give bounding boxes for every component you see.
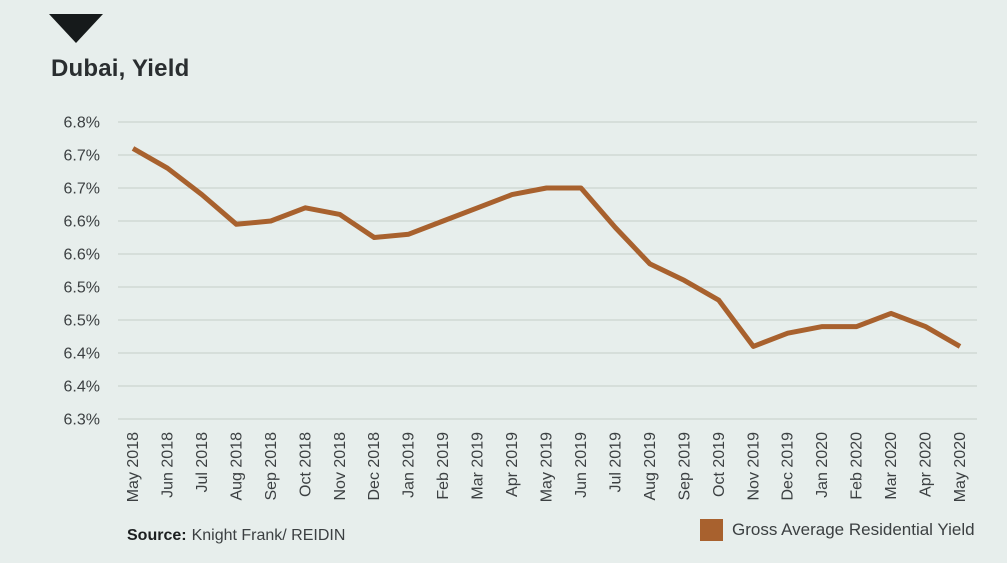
source-value: Knight Frank/ REIDIN <box>191 527 346 544</box>
y-axis-tick-label: 6.5% <box>64 313 100 330</box>
x-axis-tick-label: Oct 2019 <box>711 432 728 497</box>
y-axis-tick-label: 6.7% <box>64 148 100 165</box>
x-axis-tick-label: May 2019 <box>539 432 556 502</box>
down-triangle-icon <box>49 14 103 43</box>
y-axis-tick-label: 6.4% <box>64 346 100 363</box>
y-axis-tick-label: 6.6% <box>64 214 100 231</box>
x-axis-tick-label: Feb 2020 <box>849 432 866 500</box>
y-axis-tick-label: 6.6% <box>64 247 100 264</box>
x-axis-tick-label: Mar 2020 <box>883 432 900 500</box>
x-axis-tick-label: Jan 2019 <box>401 432 418 498</box>
x-axis-tick-label: May 2020 <box>952 432 969 502</box>
y-axis-tick-label: 6.7% <box>64 181 100 198</box>
source-label: Source: <box>127 527 187 544</box>
legend: Gross Average Residential Yield <box>700 519 975 541</box>
x-axis-tick-label: Apr 2020 <box>918 432 935 497</box>
y-axis-tick-label: 6.4% <box>64 379 100 396</box>
x-axis-tick-label: Sep 2019 <box>676 432 693 501</box>
yield-line <box>131 146 962 349</box>
x-axis-tick-label: Jan 2020 <box>814 432 831 498</box>
x-axis-tick-label: Jul 2019 <box>607 432 624 493</box>
x-axis-tick-label: May 2018 <box>125 432 142 502</box>
y-axis-tick-label: 6.8% <box>64 115 100 132</box>
x-axis-tick-label: Mar 2019 <box>470 432 487 500</box>
x-axis-tick-label: Aug 2019 <box>642 432 659 501</box>
legend-swatch <box>700 519 723 541</box>
legend-label: Gross Average Residential Yield <box>732 520 975 539</box>
y-axis-tick-label: 6.3% <box>64 412 100 429</box>
y-axis-tick-label: 6.5% <box>64 280 100 297</box>
x-axis-tick-label: Feb 2019 <box>435 432 452 500</box>
x-axis-tick-label: Dec 2019 <box>780 432 797 501</box>
x-axis-tick-label: Nov 2019 <box>745 432 762 501</box>
x-axis-tick-label: Oct 2018 <box>297 432 314 497</box>
x-axis-tick-label: Dec 2018 <box>366 432 383 501</box>
chart-title: Dubai, Yield <box>51 55 190 82</box>
x-axis-tick-label: Sep 2018 <box>263 432 280 501</box>
x-axis-tick-label: Apr 2019 <box>504 432 521 497</box>
x-axis-tick-label: Nov 2018 <box>332 432 349 501</box>
x-axis-tick-label: Aug 2018 <box>228 432 245 501</box>
x-axis-tick-label: Jun 2018 <box>159 432 176 498</box>
source-note: Source: Knight Frank/ REIDIN <box>127 527 345 545</box>
x-axis-tick-label: Jun 2019 <box>573 432 590 498</box>
x-axis-tick-label: Jul 2018 <box>194 432 211 493</box>
